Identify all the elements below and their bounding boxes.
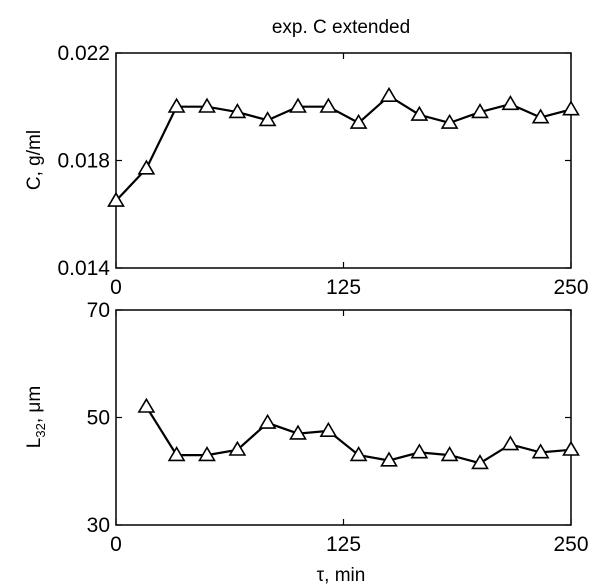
- chart-1-data-point: [198, 97, 216, 113]
- chart-2-ylabel-rest: , μm: [24, 386, 45, 423]
- chart-1-data-point: [258, 111, 277, 127]
- chart-2-data-point: [440, 446, 459, 462]
- chart-2-data-point: [349, 446, 368, 462]
- chart-1-data-point: [440, 113, 459, 129]
- chart-2-xlabel: τ, min: [317, 565, 366, 586]
- chart-2-data-point: [562, 440, 580, 456]
- chart-2-axes-box: [115, 309, 572, 526]
- chart-1-data-point: [380, 86, 398, 102]
- chart-2-data-point: [228, 440, 247, 456]
- chart-1-data-point: [410, 105, 429, 121]
- chart-2-data-point: [137, 397, 156, 413]
- chart-1-xtick-label: 125: [326, 276, 361, 299]
- chart-2-data-point: [258, 413, 277, 429]
- chart-1-data-point: [501, 95, 520, 111]
- chart-2-ylabel-sub: 32: [33, 423, 48, 437]
- chart-1-data-point: [319, 97, 338, 113]
- chart-2-data-point: [501, 435, 520, 451]
- chart-2-data-point: [471, 454, 489, 470]
- chart-1-xtick-label: 0: [110, 276, 122, 299]
- chart-1-data-point: [107, 191, 125, 207]
- chart-1-data-point: [562, 100, 580, 116]
- chart-1-series-line: [115, 94, 572, 202]
- chart-1-data-point: [137, 159, 156, 175]
- chart-1-axes-box: [115, 52, 572, 269]
- chart-1-data-point: [228, 103, 247, 119]
- chart-1-data-point: [471, 103, 489, 119]
- chart-2-xtick-label: 125: [326, 533, 361, 556]
- chart-1-ytick-label: 0.014: [57, 257, 110, 280]
- chart-2-data-point: [531, 443, 550, 459]
- chart-2-ytick-label: 70: [87, 299, 110, 322]
- chart-1-xtick-label: 250: [553, 276, 588, 299]
- chart-2-ytick-label: 30: [87, 514, 110, 537]
- chart-1-data-point: [167, 97, 186, 113]
- chart-2-data-point: [410, 443, 429, 459]
- chart-2-data-point: [380, 451, 398, 467]
- chart-1-ytick-label: 0.018: [57, 150, 110, 173]
- chart-1-title: exp. C extended: [272, 17, 410, 38]
- chart-2-xtick-label: 0: [110, 533, 122, 556]
- chart-2-xtick-label: 250: [553, 533, 588, 556]
- chart-2-data-point: [289, 424, 307, 440]
- chart-2-ylabel-main: L: [24, 438, 45, 449]
- chart-1-ytick-label: 0.022: [57, 42, 110, 65]
- chart-1-data-point: [289, 97, 307, 113]
- chart-1-data-point: [349, 113, 368, 129]
- chart-2-ylabel: L32, μm: [24, 386, 48, 448]
- chart-1-data-point: [531, 108, 550, 124]
- chart-2-data-point: [167, 446, 186, 462]
- chart-2-data-point: [198, 446, 216, 462]
- chart-2-data-point: [319, 421, 338, 438]
- chart-2-ytick-label: 50: [87, 407, 110, 430]
- chart-1-ylabel: C, g/ml: [24, 130, 45, 190]
